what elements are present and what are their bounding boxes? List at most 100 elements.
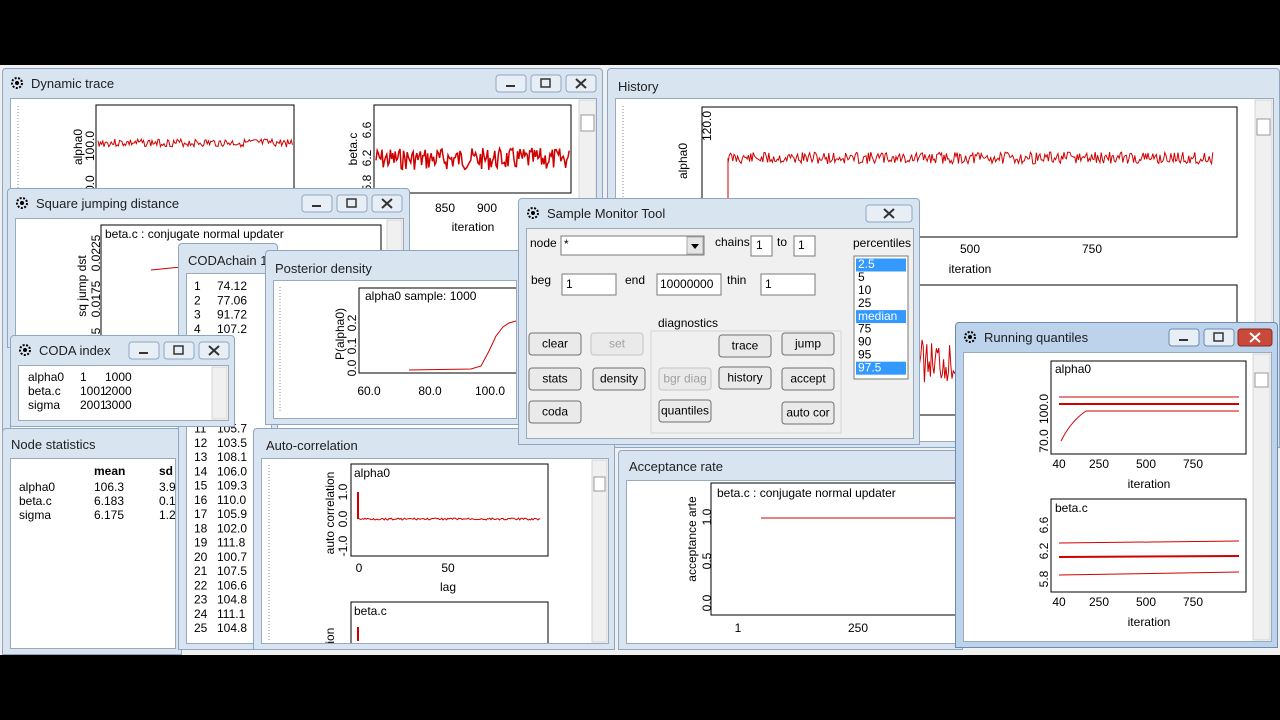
row-value: 103.5	[217, 436, 247, 450]
list-item[interactable]: 75	[858, 322, 872, 336]
row-index: 23	[194, 593, 208, 607]
button[interactable]	[781, 332, 835, 356]
button-label: clear	[542, 337, 568, 351]
list-item[interactable]: median	[858, 309, 897, 323]
window-title: Sample Monitor Tool	[547, 206, 666, 221]
window-buttons[interactable]	[301, 194, 405, 214]
input-value: 1	[765, 277, 772, 291]
node-combobox[interactable]	[560, 235, 705, 256]
title-bar[interactable]: Auto-correlation	[254, 429, 614, 457]
x-tick-label: 850	[435, 201, 455, 215]
beg-input[interactable]	[561, 273, 617, 296]
x-tick-label: 1	[735, 621, 742, 635]
x-axis-label: iteration	[452, 220, 495, 234]
end-input[interactable]	[656, 273, 722, 296]
title-bar[interactable]: Node statistics	[3, 429, 181, 457]
client: alpha0 auto correlation 1.0 0.0 -1.0 0 5…	[261, 458, 609, 644]
x-tick-label: 500	[960, 242, 980, 256]
list-item[interactable]: 25	[858, 296, 872, 310]
title-bar[interactable]: Running quantiles	[956, 323, 1277, 351]
chains-to-input[interactable]	[793, 235, 816, 257]
row-index: 16	[194, 493, 208, 507]
button[interactable]	[528, 400, 582, 424]
chains-from-input[interactable]	[750, 235, 773, 257]
stat-cell: 0.10	[159, 494, 176, 508]
close-button[interactable]	[865, 204, 915, 224]
button[interactable]	[528, 332, 582, 356]
title-bar[interactable]: Posterior density	[266, 251, 522, 279]
y-tick-label: 120.0	[700, 111, 714, 141]
plot-label: alpha0	[1055, 362, 1091, 376]
window-title: CODA index	[39, 343, 111, 358]
y-tick-label: -1.0	[336, 535, 350, 556]
window-buttons[interactable]	[128, 341, 232, 361]
trace-line	[358, 517, 541, 521]
y-tick-label: 6.6	[360, 121, 374, 138]
button	[658, 367, 712, 391]
row-index: 14	[194, 464, 208, 478]
row-index: 12	[194, 436, 208, 450]
title-bar[interactable]: CODAchain 1	[179, 244, 277, 272]
trace-line	[375, 146, 570, 171]
group-label: diagnostics	[658, 316, 718, 330]
button[interactable]	[718, 334, 772, 358]
list-item[interactable]: 90	[858, 335, 872, 349]
title-bar[interactable]: Square jumping distance	[8, 189, 409, 217]
auto-correlation-window[interactable]: Auto-correlation alpha0 auto correlation…	[253, 428, 615, 650]
x-tick-label: 250	[848, 621, 868, 635]
window-buttons[interactable]	[495, 74, 599, 94]
row-value: 77.06	[217, 293, 247, 307]
plot-label: alpha0 sample: 1000	[365, 289, 477, 303]
button-label: auto cor	[786, 406, 829, 420]
x-tick-label: 50	[441, 561, 455, 575]
row-value: 74.12	[217, 279, 247, 293]
running-quantiles-window[interactable]: Running quantiles alpha0 100.0 70.0 40 2…	[955, 322, 1278, 648]
title-bar[interactable]: Sample Monitor Tool	[519, 199, 919, 227]
title-bar[interactable]: Acceptance rate	[619, 451, 962, 479]
window-buttons[interactable]	[1168, 328, 1274, 348]
index-cell: 1000	[105, 370, 132, 384]
sample-monitor-window[interactable]: Sample Monitor Tool node * chains 1 to 1…	[518, 198, 920, 445]
row-value: 106.0	[217, 464, 247, 478]
coda-index-window[interactable]: CODA index alpha0 1 1000 beta.c 1001 2000 sigm…	[10, 335, 235, 427]
x-axis-label: lag	[440, 580, 456, 594]
y-tick-label: 1.0	[700, 508, 714, 525]
row-value: 100.7	[217, 550, 247, 564]
plot-label: beta.c	[354, 604, 387, 618]
button[interactable]	[528, 367, 582, 391]
button-label: jump	[794, 337, 821, 351]
row-index: 13	[194, 450, 208, 464]
button[interactable]	[781, 367, 835, 391]
list-item[interactable]: 2.5	[858, 257, 875, 271]
thin-input[interactable]	[760, 273, 816, 296]
list-item[interactable]: 10	[858, 283, 872, 297]
title-bar[interactable]: History	[608, 69, 1279, 97]
client: alpha0 sample: 1000 P(alpha0) 0.0 0.1 0.…	[273, 280, 517, 419]
y-tick-label: 5	[89, 327, 103, 334]
icon	[527, 207, 539, 219]
row-index: 4	[194, 322, 201, 336]
index-cell: 2000	[105, 384, 132, 398]
stat-cell: 106.3	[94, 480, 124, 494]
title-bar[interactable]: CODA index	[11, 336, 234, 364]
node-statistics-window[interactable]: Node statistics mean sd alpha0 106.3 3.90 b…	[2, 428, 182, 655]
button[interactable]	[592, 367, 646, 391]
client: mean sd alpha0 106.3 3.90 beta.c 6.183 0.10 si…	[10, 458, 176, 649]
posterior-density-window[interactable]: Posterior density alpha0 sample: 1000 P(…	[265, 250, 523, 425]
title-bar[interactable]: Dynamic trace	[3, 69, 602, 97]
row-value: 91.72	[217, 308, 247, 322]
button[interactable]	[718, 366, 772, 390]
y-axis-label: alpha0	[676, 143, 690, 179]
window-title: Running quantiles	[984, 330, 1089, 345]
list-item[interactable]: 5	[858, 270, 865, 284]
button[interactable]	[658, 399, 712, 423]
list-item[interactable]: 97.5	[858, 360, 882, 374]
list-item[interactable]: 95	[858, 347, 872, 361]
x-tick-label: 250	[1089, 457, 1109, 471]
icon	[16, 197, 28, 209]
row-value: 109.3	[217, 479, 247, 493]
stat-cell: 6.183	[94, 494, 124, 508]
acceptance-rate-window[interactable]: Acceptance rate beta.c : conjugate norma…	[618, 450, 963, 650]
button[interactable]	[781, 401, 835, 425]
button-label: bgr diag	[663, 372, 706, 386]
